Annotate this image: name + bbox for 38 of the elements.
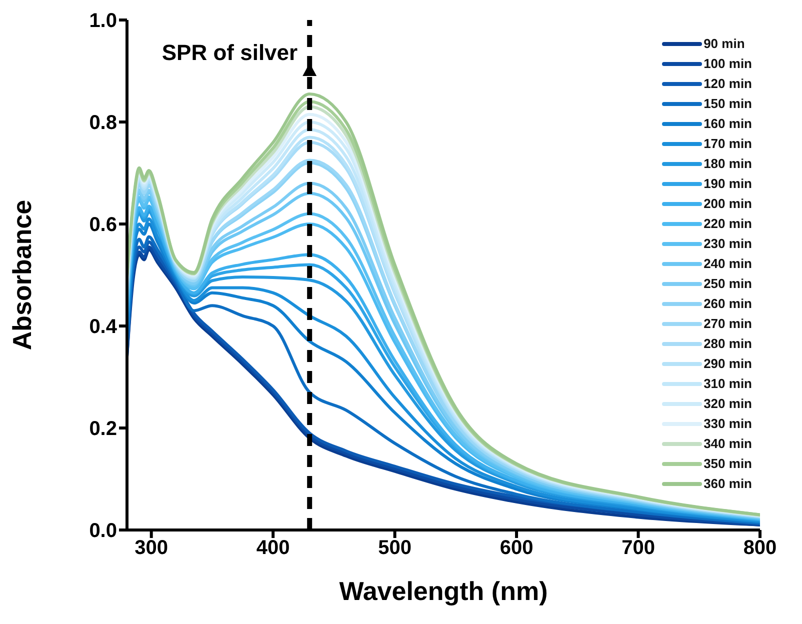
legend-label: 290 min	[704, 355, 752, 373]
y-tick-label: 0.0	[89, 520, 117, 542]
legend-label: 360 min	[704, 475, 752, 493]
legend-label: 90 min	[704, 35, 745, 53]
legend-label: 270 min	[704, 315, 752, 333]
x-tick-label: 500	[378, 537, 412, 560]
y-tick-label: 0.2	[89, 418, 117, 440]
legend-label: 230 min	[704, 235, 752, 253]
legend-label: 170 min	[704, 135, 752, 153]
legend-label: 250 min	[704, 275, 752, 293]
legend-label: 310 min	[704, 375, 752, 393]
legend-label: 160 min	[704, 115, 752, 133]
legend-label: 260 min	[704, 295, 752, 313]
x-tick-label: 700	[622, 537, 655, 560]
legend-label: 340 min	[704, 435, 752, 453]
x-tick-label: 300	[134, 537, 168, 560]
x-tick-label: 400	[256, 537, 290, 560]
ref-line-label: SPR of silver	[162, 40, 298, 65]
x-tick-label: 800	[743, 537, 777, 560]
legend-label: 180 min	[704, 155, 752, 173]
legend-label: 350 min	[704, 455, 752, 473]
y-tick-label: 0.4	[89, 316, 118, 338]
legend-label: 120 min	[704, 75, 752, 93]
legend-label: 150 min	[704, 95, 752, 113]
legend-label: 240 min	[704, 255, 752, 273]
legend-label: 200 min	[704, 195, 752, 213]
y-tick-label: 1.0	[89, 10, 117, 32]
x-axis-title: Wavelength (nm)	[339, 576, 548, 606]
legend-label: 330 min	[704, 415, 752, 433]
legend-label: 190 min	[704, 175, 752, 193]
y-tick-label: 0.6	[89, 214, 117, 236]
y-axis-title: Absorbance	[7, 200, 38, 350]
legend-label: 280 min	[704, 335, 752, 353]
y-tick-label: 0.8	[89, 112, 117, 134]
legend-label: 320 min	[704, 395, 752, 413]
x-tick-label: 600	[500, 537, 534, 560]
legend-label: 220 min	[704, 215, 752, 233]
legend-label: 100 min	[704, 55, 752, 73]
